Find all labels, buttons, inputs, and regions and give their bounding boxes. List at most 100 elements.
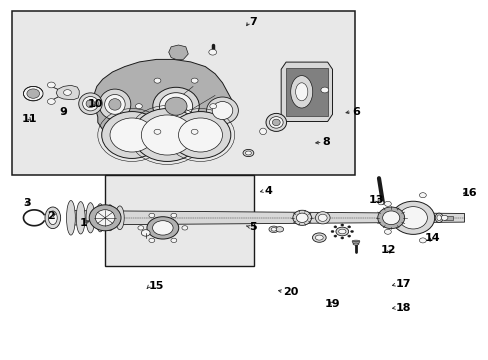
Text: 19: 19 bbox=[324, 299, 340, 309]
Text: 14: 14 bbox=[424, 233, 440, 243]
Ellipse shape bbox=[243, 149, 253, 157]
Circle shape bbox=[333, 235, 336, 237]
Bar bbox=[12, 11, 354, 175]
Ellipse shape bbox=[335, 227, 348, 236]
Circle shape bbox=[138, 226, 143, 230]
Circle shape bbox=[384, 201, 390, 206]
Ellipse shape bbox=[82, 96, 98, 111]
Text: 12: 12 bbox=[380, 245, 396, 255]
Circle shape bbox=[191, 78, 198, 83]
Bar bbox=[105, 175, 254, 266]
Circle shape bbox=[419, 193, 426, 198]
Ellipse shape bbox=[275, 227, 283, 232]
Ellipse shape bbox=[434, 213, 442, 222]
Text: 3: 3 bbox=[23, 198, 31, 208]
Polygon shape bbox=[56, 85, 79, 100]
Ellipse shape bbox=[76, 202, 85, 234]
Text: 15: 15 bbox=[149, 281, 164, 291]
Circle shape bbox=[191, 129, 198, 134]
Circle shape bbox=[141, 230, 150, 236]
Circle shape bbox=[347, 226, 350, 228]
Ellipse shape bbox=[102, 112, 162, 158]
Ellipse shape bbox=[79, 93, 102, 114]
Ellipse shape bbox=[265, 113, 286, 131]
Ellipse shape bbox=[212, 102, 232, 120]
Circle shape bbox=[171, 238, 176, 243]
Ellipse shape bbox=[268, 226, 278, 233]
Ellipse shape bbox=[377, 207, 404, 229]
Ellipse shape bbox=[89, 205, 121, 231]
Circle shape bbox=[333, 226, 336, 228]
Ellipse shape bbox=[170, 112, 230, 158]
Ellipse shape bbox=[141, 115, 193, 155]
Circle shape bbox=[384, 229, 390, 234]
Ellipse shape bbox=[295, 83, 307, 101]
Ellipse shape bbox=[338, 229, 346, 234]
Ellipse shape bbox=[391, 201, 434, 234]
Circle shape bbox=[154, 129, 161, 134]
Ellipse shape bbox=[352, 242, 359, 244]
Ellipse shape bbox=[86, 100, 95, 108]
Circle shape bbox=[440, 215, 447, 220]
Ellipse shape bbox=[147, 217, 179, 239]
Text: 9: 9 bbox=[60, 107, 67, 117]
Circle shape bbox=[330, 230, 333, 233]
Circle shape bbox=[171, 213, 177, 217]
Ellipse shape bbox=[292, 210, 311, 225]
Ellipse shape bbox=[108, 99, 121, 110]
Ellipse shape bbox=[152, 221, 173, 235]
Text: 2: 2 bbox=[47, 211, 55, 221]
Ellipse shape bbox=[178, 118, 222, 152]
Ellipse shape bbox=[315, 235, 323, 240]
Circle shape bbox=[23, 86, 43, 101]
Ellipse shape bbox=[382, 211, 399, 225]
Circle shape bbox=[209, 104, 216, 109]
Text: 6: 6 bbox=[351, 107, 359, 117]
Circle shape bbox=[208, 49, 216, 55]
Ellipse shape bbox=[159, 93, 192, 120]
Ellipse shape bbox=[45, 207, 61, 229]
Ellipse shape bbox=[206, 97, 238, 124]
Ellipse shape bbox=[269, 117, 283, 128]
Ellipse shape bbox=[133, 108, 201, 161]
Text: 13: 13 bbox=[368, 195, 384, 205]
Text: 18: 18 bbox=[395, 303, 411, 313]
Ellipse shape bbox=[48, 211, 57, 225]
Ellipse shape bbox=[312, 233, 325, 242]
Ellipse shape bbox=[296, 213, 307, 222]
Ellipse shape bbox=[96, 204, 104, 232]
Circle shape bbox=[320, 87, 328, 93]
Ellipse shape bbox=[398, 207, 427, 229]
Text: 17: 17 bbox=[395, 279, 411, 289]
Polygon shape bbox=[281, 62, 332, 122]
Circle shape bbox=[419, 238, 426, 243]
Text: 5: 5 bbox=[249, 222, 257, 232]
Polygon shape bbox=[94, 59, 232, 145]
Ellipse shape bbox=[66, 201, 75, 235]
Circle shape bbox=[63, 90, 71, 95]
Circle shape bbox=[347, 235, 350, 237]
Text: 16: 16 bbox=[461, 188, 476, 198]
Circle shape bbox=[27, 89, 40, 98]
Ellipse shape bbox=[152, 87, 199, 125]
Ellipse shape bbox=[318, 214, 326, 221]
Text: 10: 10 bbox=[87, 99, 103, 109]
Ellipse shape bbox=[290, 76, 312, 108]
Circle shape bbox=[47, 82, 55, 88]
Text: 8: 8 bbox=[322, 137, 330, 147]
Text: 11: 11 bbox=[21, 114, 37, 124]
Polygon shape bbox=[71, 211, 464, 225]
Circle shape bbox=[148, 238, 154, 243]
Ellipse shape bbox=[245, 151, 251, 155]
Circle shape bbox=[182, 226, 187, 230]
Polygon shape bbox=[168, 45, 188, 59]
Circle shape bbox=[135, 104, 142, 109]
Circle shape bbox=[340, 224, 343, 226]
Circle shape bbox=[340, 237, 343, 239]
Circle shape bbox=[377, 201, 383, 205]
Polygon shape bbox=[285, 68, 327, 116]
Circle shape bbox=[47, 99, 55, 104]
Text: 7: 7 bbox=[249, 17, 257, 27]
Circle shape bbox=[350, 230, 353, 233]
Ellipse shape bbox=[105, 205, 114, 231]
